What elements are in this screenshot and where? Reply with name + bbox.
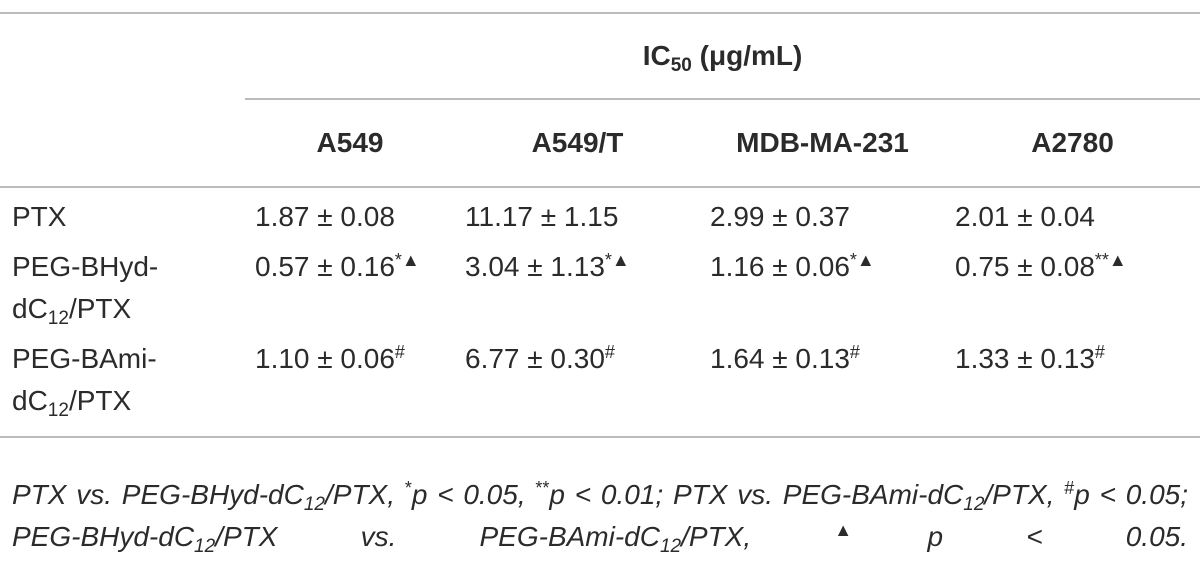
data-table: IC50 (μg/mL) A549 A549/T MDB-MA-231 A2780 P… [0,12,1200,438]
cell-value: 1.33 ± 0.13 [955,343,1095,374]
text-run: (μg/mL) [691,40,803,71]
subscript: 12 [194,536,216,557]
subscript: 50 [670,55,692,76]
text-run: PEG-BHyd-dC [12,251,159,324]
cell-value: 2.01 ± 0.04 [955,201,1095,232]
table-row: PEG-BAmi-dC12/PTX 1.10 ± 0.06# 6.77 ± 0.30… [0,330,1200,437]
table-cell: 2.99 ± 0.37 [700,187,945,238]
significance-mark: *▲ [604,250,630,270]
significance-mark: # [604,342,615,362]
text-run: p < 0.05, [411,479,536,510]
text-run: PTX [12,201,67,232]
text-run: PEG-BAmi-dC [12,343,157,416]
superscript: * [404,478,412,498]
table-cell: 1.64 ± 0.13# [700,330,945,437]
subscript: 12 [47,400,69,421]
corner [0,99,245,187]
text-run: /PTX [68,385,132,416]
subscript: 12 [963,494,985,515]
significance-mark: # [849,342,860,362]
text-run: PTX vs. PEG-BHyd-dC [12,479,304,510]
cell-value: 1.16 ± 0.06 [710,251,850,282]
column-header: A549 [316,127,384,158]
table-cell: 0.75 ± 0.08**▲ [945,238,1200,330]
cell-value: 1.87 ± 0.08 [255,201,395,232]
table-cell: 1.10 ± 0.06# [245,330,455,437]
significance-mark: # [394,342,405,362]
text-run: p < 0.05; PEG-BHyd-dC [12,479,1188,552]
column-header: A2780 [1031,127,1114,158]
table-cell: 1.87 ± 0.08 [245,187,455,238]
superscript: ** [535,478,550,498]
subscript: 12 [303,494,325,515]
row-label: PEG-BHyd-dC12/PTX [0,238,245,330]
text-run: /PTX, [984,479,1065,510]
table-row: PTX 1.87 ± 0.08 11.17 ± 1.15 2.99 ± 0.37 2.0… [0,187,1200,238]
cell-value: 0.57 ± 0.16 [255,251,395,282]
significance-mark: *▲ [849,250,875,270]
cell-value: 6.77 ± 0.30 [465,343,605,374]
superscript: ▲ [834,520,928,540]
row-label: PTX [0,187,245,238]
table-cell: 2.01 ± 0.04 [945,187,1200,238]
table-cell: 1.16 ± 0.06*▲ [700,238,945,330]
text-run: /PTX, [325,479,405,510]
text-run: /PTX, [681,521,835,552]
significance-mark: # [1094,342,1105,362]
cell-value: 2.99 ± 0.37 [710,201,850,232]
cell-value: 1.64 ± 0.13 [710,343,850,374]
superscript: # [1064,478,1075,498]
subscript: 12 [659,536,682,557]
text-run: p < 0.01; PTX vs. PEG-BAmi-dC [549,479,964,510]
table-row: PEG-BHyd-dC12/PTX 0.57 ± 0.16*▲ 3.04 ± 1.1… [0,238,1200,330]
table-cell: 0.57 ± 0.16*▲ [245,238,455,330]
subscript: 12 [47,308,69,329]
text-run: /PTX vs. PEG-BAmi-dC [215,521,660,552]
significance-mark: **▲ [1094,250,1127,270]
group-header: IC50 (μg/mL) [245,13,1200,100]
significance-mark: *▲ [394,250,420,270]
text-run: /PTX [68,293,132,324]
cell-value: 1.10 ± 0.06 [255,343,395,374]
cell-value: 11.17 ± 1.15 [465,201,619,232]
table-cell: 3.04 ± 1.13*▲ [455,238,700,330]
cell-value: 0.75 ± 0.08 [955,251,1095,282]
text-run: p < 0.05. [927,521,1189,552]
footnote: PTX vs. PEG-BHyd-dC12/PTX, *p < 0.05, **… [12,474,1188,558]
column-header: A549/T [531,127,624,158]
table-cell: 11.17 ± 1.15 [455,187,700,238]
text-run: IC [642,40,671,71]
corner [0,13,245,99]
table-cell: 6.77 ± 0.30# [455,330,700,437]
cell-value: 3.04 ± 1.13 [465,251,605,282]
column-header: MDB-MA-231 [736,127,909,158]
table-cell: 1.33 ± 0.13# [945,330,1200,437]
row-label: PEG-BAmi-dC12/PTX [0,330,245,437]
